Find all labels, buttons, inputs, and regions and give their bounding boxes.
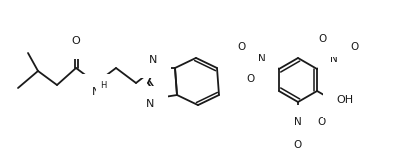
Text: O: O bbox=[246, 74, 254, 84]
Text: H: H bbox=[100, 82, 106, 90]
Text: N: N bbox=[294, 117, 302, 127]
Text: O: O bbox=[237, 43, 246, 52]
Text: N: N bbox=[92, 87, 100, 97]
Text: O: O bbox=[319, 34, 327, 44]
Text: O: O bbox=[350, 43, 358, 52]
Text: O: O bbox=[294, 140, 302, 150]
Text: N: N bbox=[146, 99, 154, 109]
Text: N: N bbox=[258, 54, 265, 64]
Text: O: O bbox=[71, 36, 80, 46]
Text: O: O bbox=[317, 117, 325, 127]
Text: N: N bbox=[149, 55, 157, 65]
Text: N: N bbox=[331, 54, 338, 64]
Text: OH: OH bbox=[336, 95, 353, 105]
